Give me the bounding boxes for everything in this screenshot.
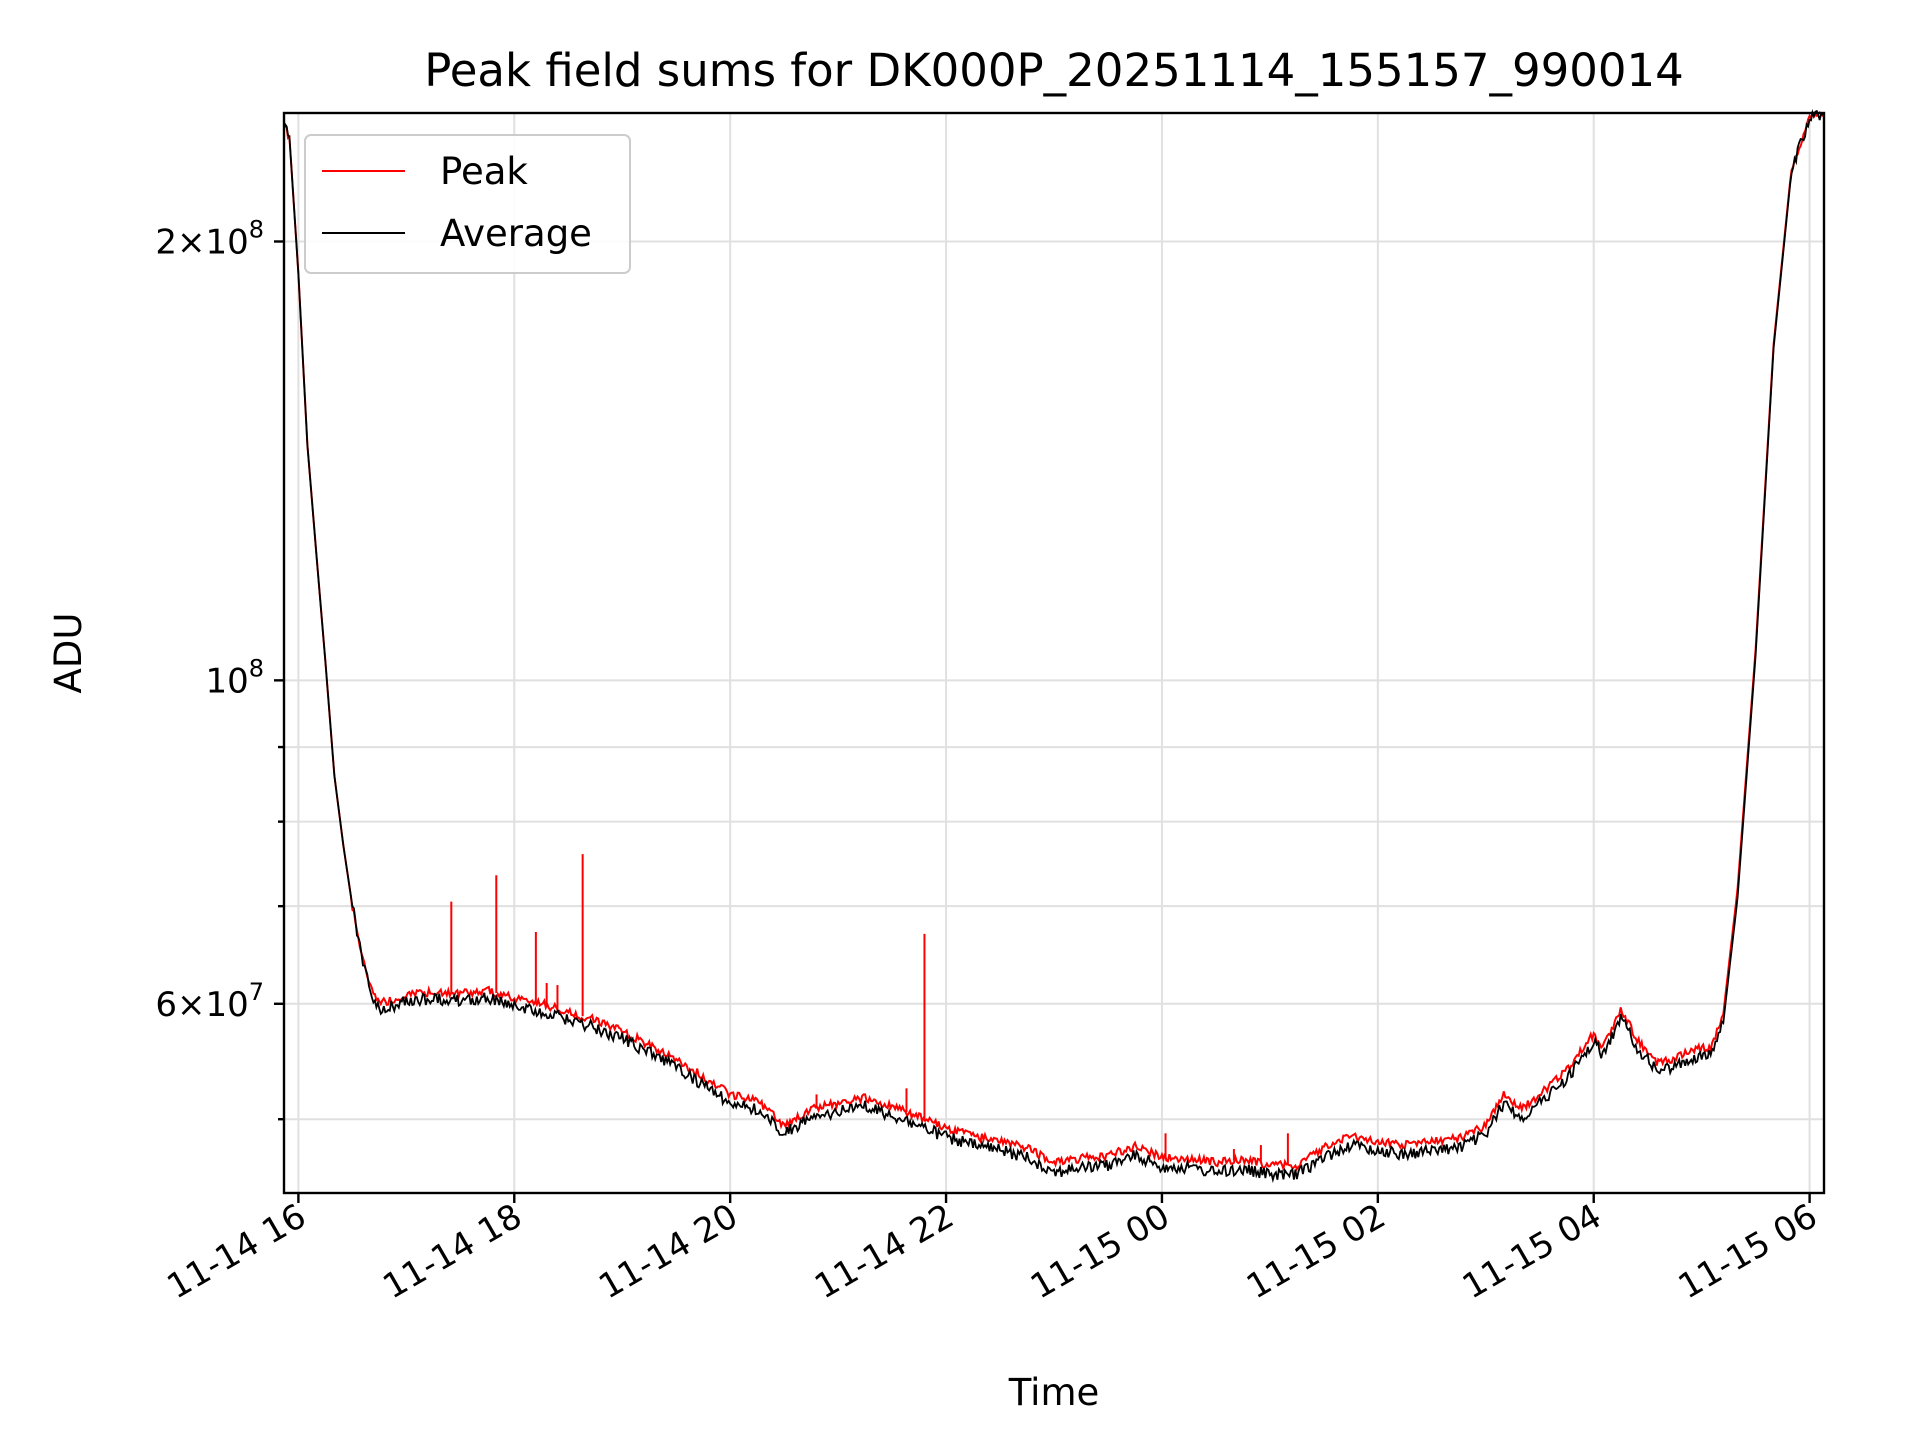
chart-title: Peak field sums for DK000P_20251114_1551… [424,44,1684,97]
series-layer [283,109,1825,1184]
legend-label-average: Average [440,212,592,255]
plot-frame [282,111,1826,1195]
y-tick-label: 2×108 [155,215,264,262]
y-tick-label: 6×107 [155,978,264,1025]
y-tick-label: 108 [205,654,264,701]
legend: Peak Average [304,134,631,274]
x-axis-label: Time [1008,1371,1100,1414]
legend-label-peak: Peak [440,150,528,193]
series-line-peak [283,110,1825,1173]
legend-box [304,134,631,274]
y-axis-label: ADU [47,613,90,694]
y-axis: 2×108 108 6×107 [155,215,284,1121]
series-line-average [283,109,1825,1184]
